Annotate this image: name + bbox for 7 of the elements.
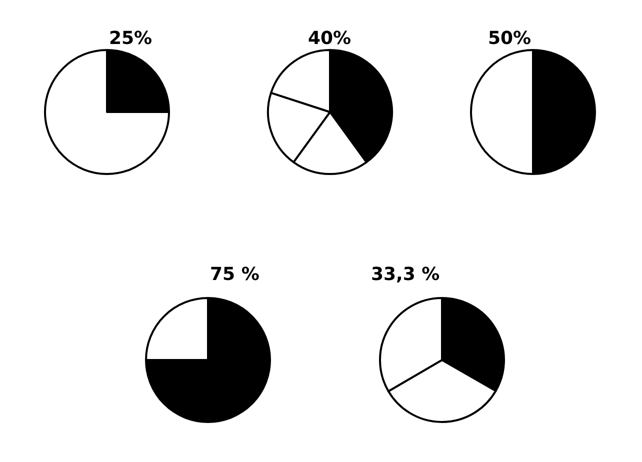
chart-title: 40%	[308, 28, 352, 49]
chart-title: 50%	[488, 28, 532, 49]
chart-title: 75 %	[210, 264, 260, 285]
pie-slice	[44, 49, 170, 175]
pie-slice	[145, 297, 271, 423]
chart-title: 25%	[109, 28, 152, 49]
chart-title: 33,3 %	[371, 264, 440, 285]
